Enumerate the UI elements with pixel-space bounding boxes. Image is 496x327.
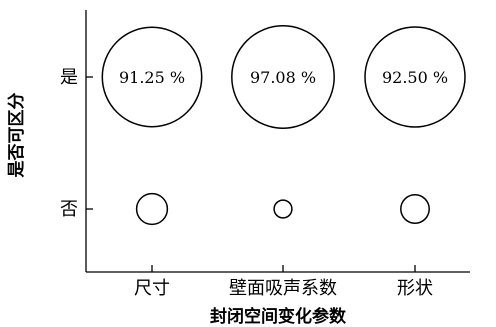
x-tick-label: 尺寸	[134, 278, 170, 299]
bubble	[364, 26, 466, 128]
y-axis-title: 是否可区分	[7, 93, 27, 178]
x-tick-label: 壁面吸声系数	[229, 278, 337, 299]
y-tick-label: 是	[60, 67, 78, 88]
bubble	[101, 26, 203, 128]
bubble-label: 92.50 %	[382, 68, 448, 87]
y-tick-label: 否	[60, 199, 78, 220]
bubble-label: 91.25 %	[119, 68, 185, 87]
x-axis-title: 封闭空间变化参数	[210, 306, 347, 327]
x-tick-label: 形状	[397, 278, 433, 299]
ticks: 尺寸 壁面吸声系数 形状 否 是	[60, 67, 433, 299]
bubbles: 91.25 % 97.08 % 92.50 %	[101, 25, 466, 226]
axes	[85, 10, 470, 273]
bubble	[400, 194, 430, 224]
bubble	[231, 25, 335, 129]
bubble	[273, 199, 293, 219]
bubble-label: 97.08 %	[250, 68, 316, 87]
bubble	[135, 192, 169, 226]
